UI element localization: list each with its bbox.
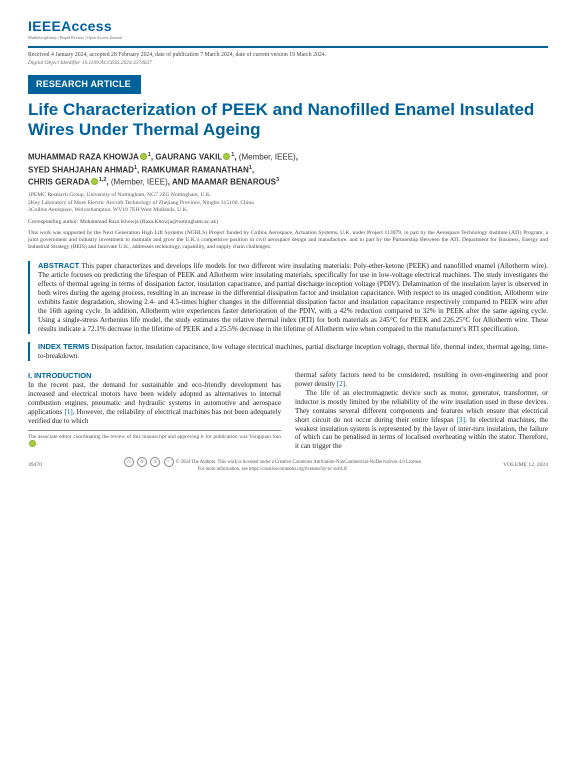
corresponding-author: Corresponding author: Muhammad Raza Khow… xyxy=(28,219,548,226)
article-title: Life Characterization of PEEK and Nanofi… xyxy=(28,100,548,139)
index-terms-text: Dissipation factor, insulation capacitan… xyxy=(38,343,548,360)
nc-icon: $ xyxy=(150,457,160,467)
col2-paragraph-1: thermal safety factors need to be consid… xyxy=(295,371,548,388)
affiliation-1: 1PEMC Research Group, University of Nott… xyxy=(28,192,548,200)
affiliation-3: 3Collins Aerospace, Wolverhampton, WV10 … xyxy=(28,207,548,215)
nd-icon: = xyxy=(164,457,174,467)
abstract-text: This paper characterizes and develops li… xyxy=(38,262,548,334)
associate-editor-rule xyxy=(28,430,281,431)
affiliations: 1PEMC Research Group, University of Nott… xyxy=(28,192,548,215)
article-type-badge: RESEARCH ARTICLE xyxy=(28,75,141,94)
index-accent-bar xyxy=(28,342,30,361)
license-block: cc ① $ = © 2024 The Authors. This work i… xyxy=(42,457,503,473)
abstract-block: ABSTRACT This paper characterizes and de… xyxy=(28,261,548,335)
volume-info: VOLUME 12, 2024 xyxy=(503,462,548,469)
abstract-label: ABSTRACT xyxy=(38,261,79,270)
orcid-icon xyxy=(29,440,36,447)
page-number: 39470 xyxy=(28,462,42,469)
header-rule xyxy=(28,46,548,48)
intro-paragraph-1: In the recent past, the demand for susta… xyxy=(28,381,281,424)
affiliation-2: 2Key Laboratory of More Electric Aircraf… xyxy=(28,200,548,208)
publication-dates: Received 4 January 2024, accepted 28 Feb… xyxy=(28,52,548,59)
journal-tagline: Multidisciplinary | Rapid Review | Open … xyxy=(28,35,548,40)
body-columns: I. INTRODUCTION In the recent past, the … xyxy=(28,371,548,451)
by-icon: ① xyxy=(137,457,147,467)
associate-editor-note: The associate editor coordinating the re… xyxy=(28,434,281,448)
section-title: INTRODUCTION xyxy=(34,371,92,380)
index-terms-label: INDEX TERMS xyxy=(38,342,89,351)
funding-statement: This work was supported by the Next Gene… xyxy=(28,230,548,251)
journal-name: IEEEAccess xyxy=(28,18,112,34)
author-list: MUHAMMAD RAZA KHOWJA1, GAURANG VAKIL1, (… xyxy=(28,151,548,189)
doi: Digital Object Identifier 10.1109/ACCESS… xyxy=(28,60,548,67)
cc-icon: cc xyxy=(124,457,134,467)
page-footer: 39470 cc ① $ = © 2024 The Authors. This … xyxy=(28,457,548,473)
journal-logo: IEEEAccess Multidisciplinary | Rapid Rev… xyxy=(28,18,548,40)
index-terms-block: INDEX TERMS Dissipation factor, insulati… xyxy=(28,342,548,361)
col2-paragraph-2: The life of an electromagnetic device su… xyxy=(295,389,548,450)
section-number: I. xyxy=(28,371,32,380)
abstract-accent-bar xyxy=(28,261,30,335)
